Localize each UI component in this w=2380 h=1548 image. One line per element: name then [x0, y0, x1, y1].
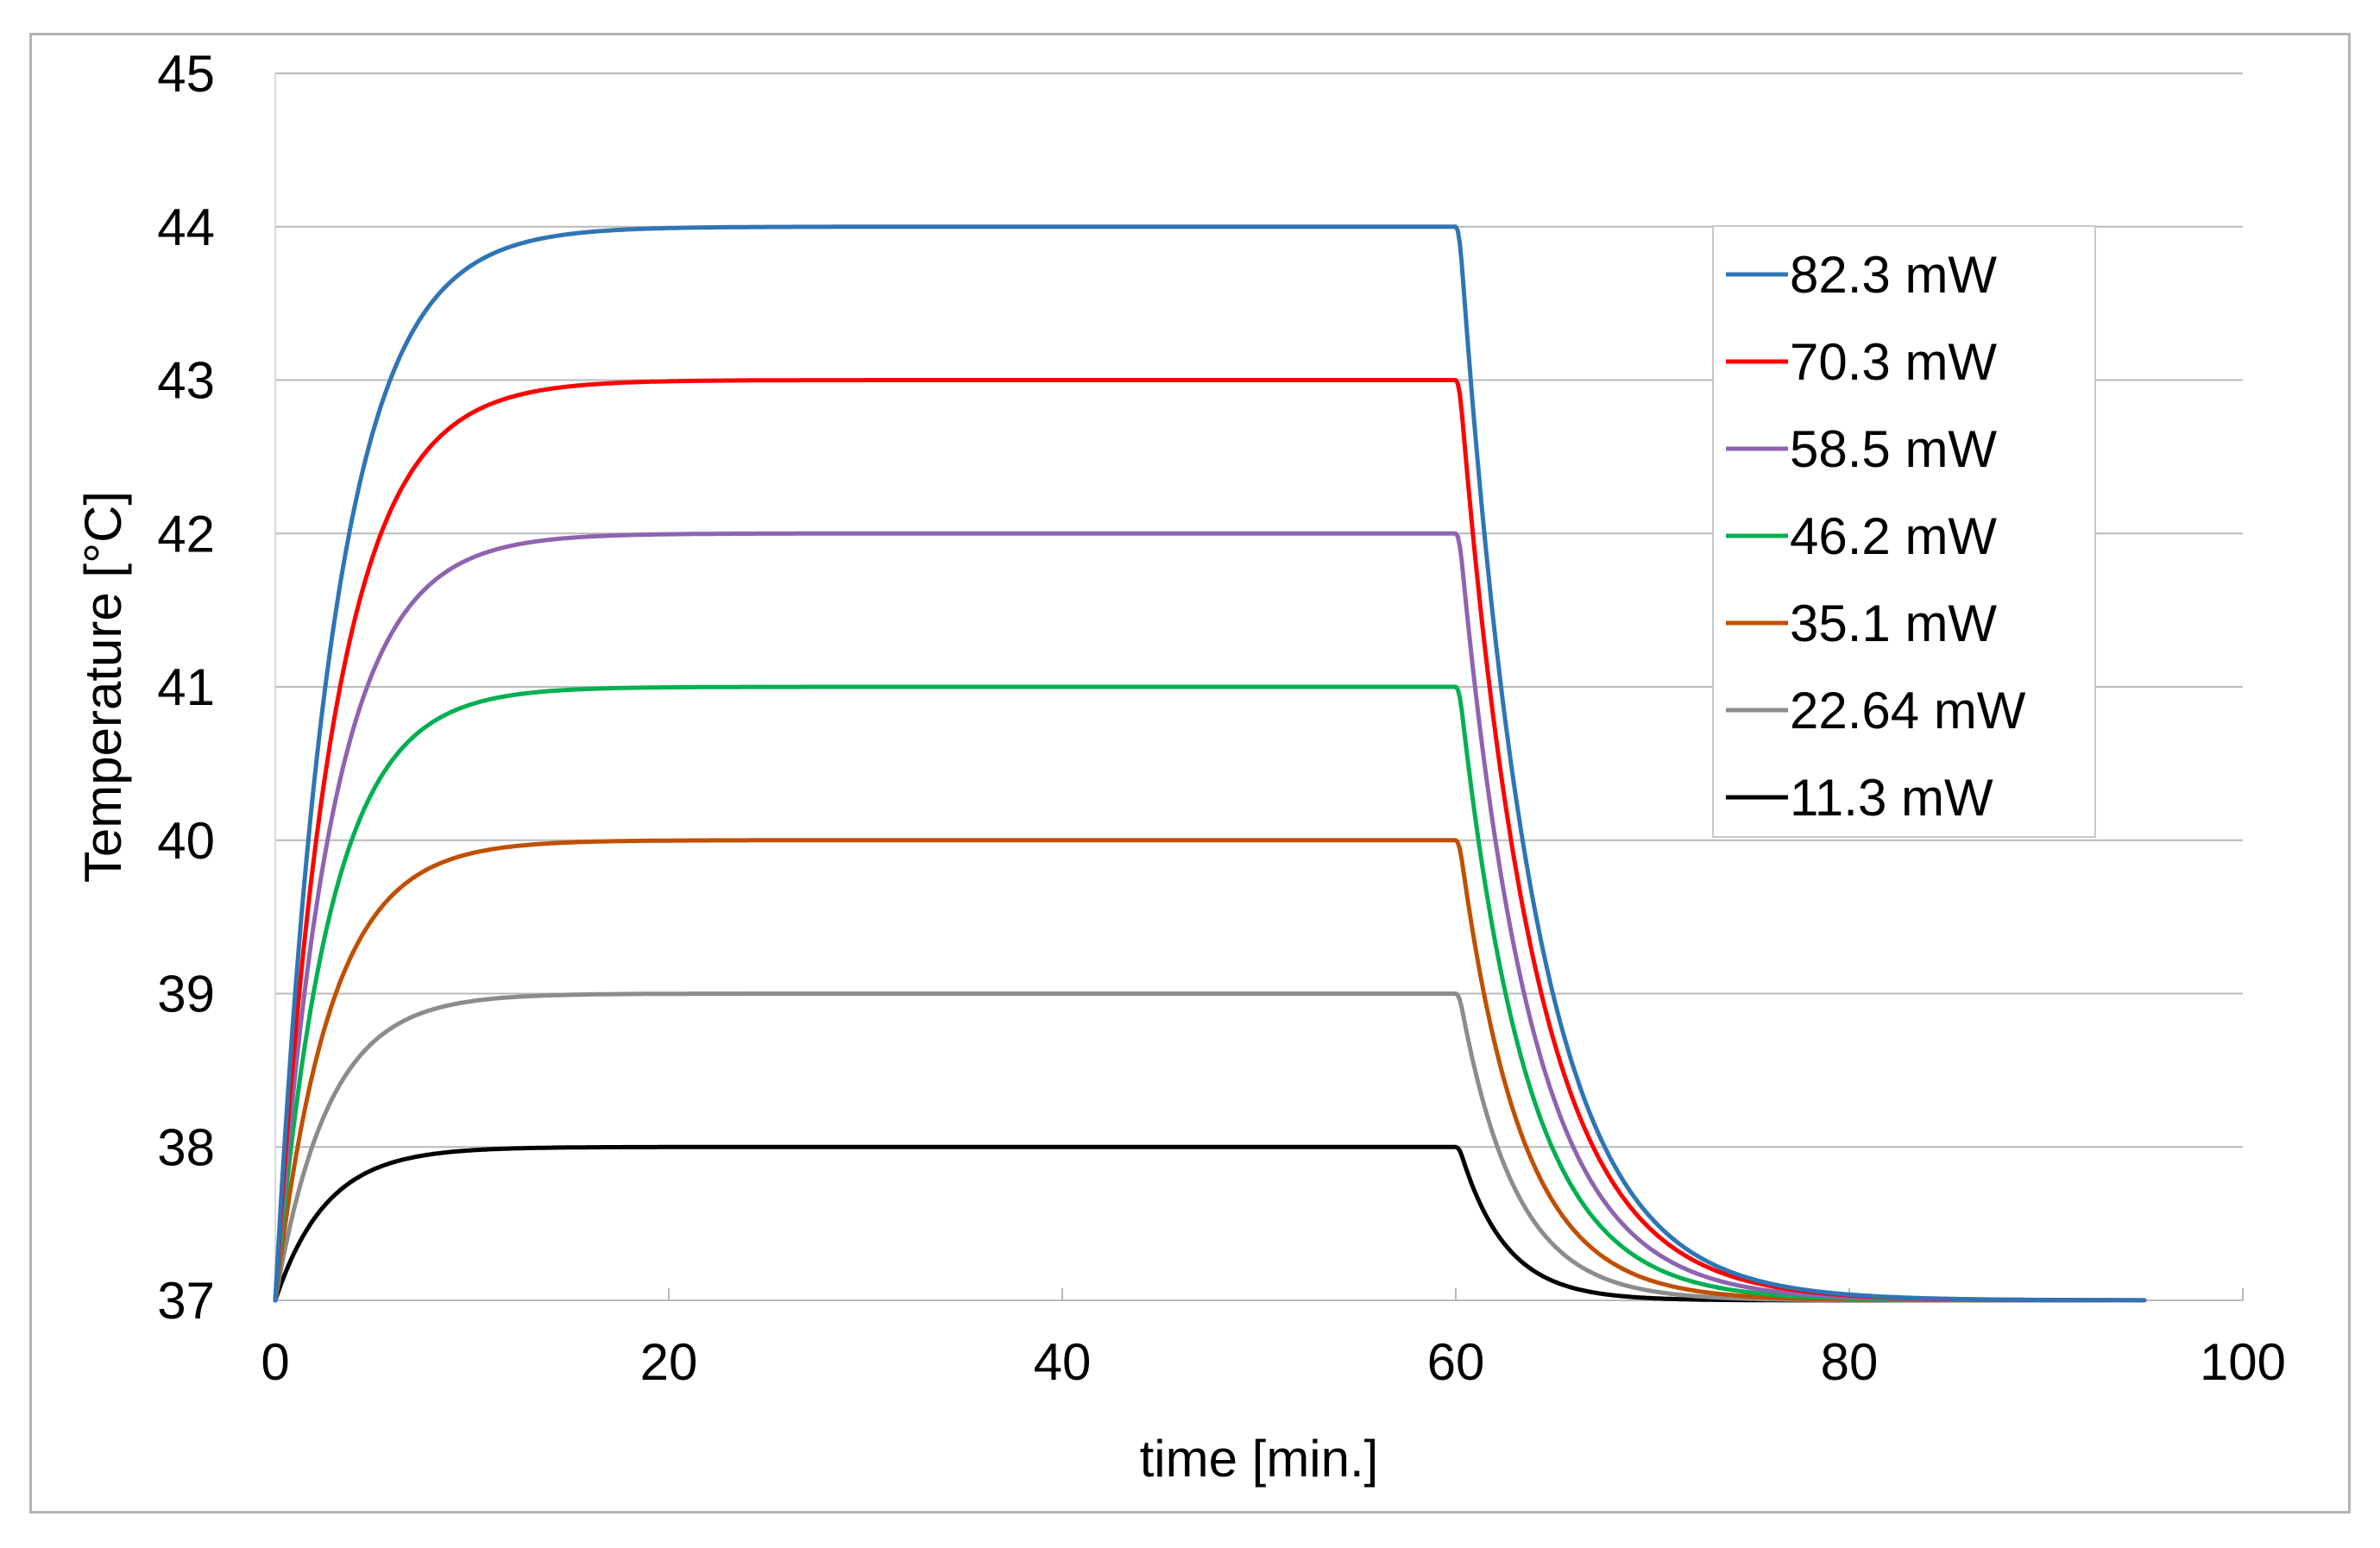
- x-tick-label-40: 40: [1034, 1333, 1092, 1391]
- y-tick-label-41: 41: [157, 658, 215, 716]
- y-tick-label-43: 43: [157, 352, 215, 410]
- tick-label-layer: 0 20 40 60 80 100 37 38 39 40 41 42 43 44 45: [157, 45, 2286, 1391]
- x-tick-label-60: 60: [1427, 1333, 1485, 1391]
- x-tick-label-80: 80: [1821, 1333, 1879, 1391]
- y-tick-label-37: 37: [157, 1272, 215, 1330]
- x-tick-label-0: 0: [261, 1333, 289, 1391]
- y-tick-label-45: 45: [157, 45, 215, 103]
- series-layer: [273, 224, 2147, 1303]
- legend-label-35-1-mw: 35.1 mW: [1790, 595, 1997, 652]
- legend-label-11-3-mw: 11.3 mW: [1790, 769, 1993, 827]
- series-line-11-3-mw: [273, 1144, 2068, 1303]
- legend-label-70-3-mw: 70.3 mW: [1790, 333, 1997, 391]
- series-line-46-2-mw: [273, 684, 2107, 1303]
- legend-items: 82.3 mW 70.3 mW 58.5 mW 46.2 mW 35.1 mW 22.64…: [1726, 246, 2026, 827]
- series-line-82-3-mw: [273, 224, 2147, 1303]
- y-tick-label-44: 44: [157, 198, 215, 256]
- x-tick-label-100: 100: [2200, 1333, 2286, 1391]
- y-tick-label-42: 42: [157, 505, 215, 563]
- x-tick-label-20: 20: [640, 1333, 698, 1391]
- x-axis-title: time [min.]: [1140, 1430, 1379, 1488]
- y-tick-label-38: 38: [157, 1118, 215, 1176]
- series-line-35-1-mw: [273, 838, 2088, 1303]
- legend-label-82-3-mw: 82.3 mW: [1790, 246, 1997, 304]
- series-line-58-5-mw: [273, 531, 2107, 1303]
- legend-label-22-64-mw: 22.64 mW: [1790, 682, 2026, 739]
- y-tick-label-39: 39: [157, 966, 215, 1023]
- y-axis-title: Temperature [°C]: [74, 491, 132, 883]
- legend-box: [1712, 225, 2096, 838]
- y-tick-label-40: 40: [157, 812, 215, 870]
- legend-label-46-2-mw: 46.2 mW: [1790, 507, 1997, 565]
- legend: 82.3 mW 70.3 mW 58.5 mW 46.2 mW 35.1 mW 22.64…: [1712, 225, 2096, 838]
- legend-label-58-5-mw: 58.5 mW: [1790, 420, 1997, 478]
